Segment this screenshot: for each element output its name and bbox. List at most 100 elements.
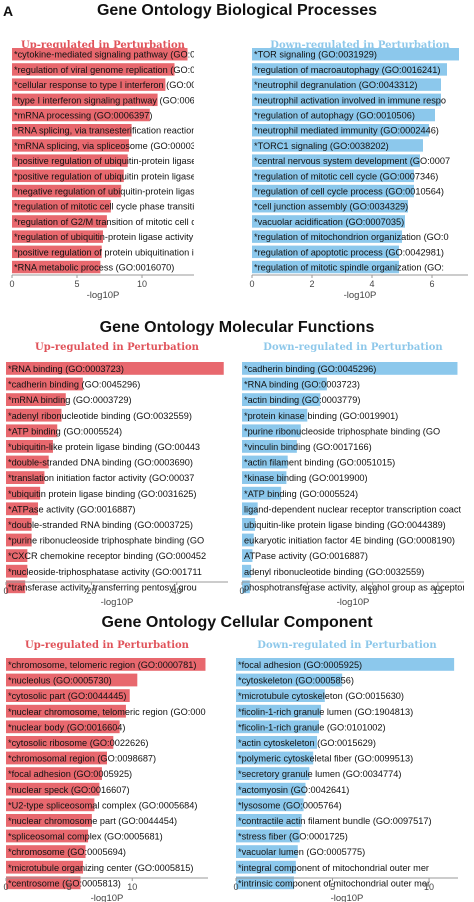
section-title-molecular-functions: Gene Ontology Molecular Functions xyxy=(100,319,375,336)
bar xyxy=(6,393,66,406)
bar xyxy=(252,139,423,152)
bar xyxy=(252,63,447,76)
bar-label: adenyl ribonucleotide binding (GO:003255… xyxy=(244,567,424,577)
bar-label: *focal adhesion (GO:0005925) xyxy=(8,769,132,779)
bar xyxy=(252,215,405,228)
bar-label: phosphotransferase activity, alcohol gro… xyxy=(244,582,465,592)
section-title-cellular-component: Gene Ontology Cellular Component xyxy=(101,614,373,631)
bar-label: *chromosome (GO:0005694) xyxy=(8,847,126,857)
bar-label: *stress fiber (GO:0001725) xyxy=(238,832,348,842)
bar xyxy=(12,245,102,259)
panel-subtitle: Down-regulated in Perturbation xyxy=(270,40,450,51)
bar xyxy=(242,362,458,375)
bar-label: *chromosomal region (GO:0098687) xyxy=(8,754,156,764)
bar-label: *mRNA splicing, via spliceosome (GO:0000… xyxy=(14,141,209,151)
bar xyxy=(252,245,399,259)
bar-label: *TOR signaling (GO:0031929) xyxy=(254,50,377,60)
bar xyxy=(6,424,58,438)
bar-label: *microtubule organizing center (GO:00058… xyxy=(8,863,193,873)
bar xyxy=(242,471,287,484)
bar-label: *cytoskeleton (GO:0005856) xyxy=(238,676,354,686)
bar xyxy=(252,260,399,274)
bar xyxy=(236,782,306,796)
bar xyxy=(12,93,158,107)
bar-label: *microtubule cytoskeleton (GO:0015630) xyxy=(238,691,404,701)
x-axis-label: -log10P xyxy=(87,290,120,301)
bar-label: *regulation of ubiquitin-protein ligase … xyxy=(14,232,203,242)
bar xyxy=(6,549,28,562)
x-axis-label: -log10P xyxy=(331,893,364,902)
x-tick-label: 10 xyxy=(424,882,434,892)
bar-label: *ATP binding (GO:0005524) xyxy=(244,489,358,499)
x-tick-label: 40 xyxy=(172,586,182,596)
bar xyxy=(236,829,300,843)
bar xyxy=(236,689,325,702)
bar-label: *protein kinase binding (GO:0019901) xyxy=(244,411,398,421)
panel-subtitle: Up-regulated in Perturbation xyxy=(25,640,190,651)
bar xyxy=(242,393,321,406)
x-tick-label: 4 xyxy=(369,279,374,289)
bar xyxy=(6,455,49,469)
bar xyxy=(236,673,343,687)
bar-label: *regulation of mitotic spindle organizat… xyxy=(254,263,444,273)
bar-label: *actin binding (GO:0003779) xyxy=(244,395,360,405)
panel-subtitle: Down-regulated in Perturbation xyxy=(257,640,437,651)
bar xyxy=(242,533,254,547)
bar-label: *CXCR chemokine receptor binding (GO:000… xyxy=(8,551,206,561)
bar-label: *regulation of mitotic cell cycle (GO:00… xyxy=(254,171,438,181)
bar-label: *adenyl ribonucleotide binding (GO:00325… xyxy=(8,411,192,421)
bar xyxy=(12,78,166,91)
bar-label: *actin cytoskeleton (GO:0015629) xyxy=(238,738,376,748)
bar xyxy=(12,108,150,122)
bar-label: *cytosolic ribosome (GO:0022626) xyxy=(8,738,148,748)
bar-label: *mRNA processing (GO:0006397) xyxy=(14,111,152,121)
bar-label: *regulation of apoptotic process (GO:004… xyxy=(254,247,444,257)
bar-label: *cytokine-mediated signaling pathway (GO… xyxy=(14,50,211,60)
bar xyxy=(242,377,327,391)
bar xyxy=(6,362,224,375)
bar-label: *nuclear speck (GO:0016607) xyxy=(8,785,130,795)
x-tick-label: 10 xyxy=(127,882,137,892)
bar xyxy=(6,767,102,780)
x-tick-label: 0 xyxy=(233,882,238,892)
bar xyxy=(252,184,414,198)
bar-label: *kinase binding (GO:0019900) xyxy=(244,473,368,483)
bar-label: *ficolin-1-rich granule (GO:0101002) xyxy=(238,722,386,732)
bar xyxy=(12,154,128,167)
bar xyxy=(6,408,62,422)
bar xyxy=(242,549,253,562)
bar-label: *regulation of cell cycle process (GO:00… xyxy=(254,187,444,197)
bar xyxy=(6,798,95,812)
bar xyxy=(252,78,441,91)
bar xyxy=(6,658,206,671)
bar-label: ubiquitin-like protein ligase binding (G… xyxy=(244,520,446,530)
bar-label: *regulation of viral genome replication … xyxy=(14,65,206,75)
bar-label: *chromosome, telomeric region (GO:000078… xyxy=(8,660,196,670)
bar xyxy=(252,124,429,137)
panel-subtitle: Up-regulated in Perturbation xyxy=(21,40,186,51)
bar-label: *ubiquitin-like protein ligase binding (… xyxy=(8,442,200,452)
bar xyxy=(6,845,86,858)
panel-letter: A xyxy=(3,3,13,19)
bar xyxy=(236,767,310,780)
bar xyxy=(236,860,296,874)
bar-label: *nuclear chromosome part (GO:0044454) xyxy=(8,816,177,826)
bar-label: *vinculin binding (GO:0017166) xyxy=(244,442,372,452)
bar xyxy=(6,502,39,516)
bar-label: *cadherin binding (GO:0045296) xyxy=(244,364,376,374)
bar xyxy=(242,408,308,422)
bar-label: *nucleoside-triphosphatase activity (GO:… xyxy=(8,567,202,577)
bar xyxy=(242,518,256,531)
bar-label: *RNA binding (GO:0003723) xyxy=(8,364,124,374)
bar-label: *vacuolar lumen (GO:0005775) xyxy=(238,847,365,857)
bar-label: *RNA metabolic process (GO:0016070) xyxy=(14,263,174,273)
bar xyxy=(236,876,294,890)
chart-panel-5: Down-regulated in Perturbation *focal adh… xyxy=(233,640,458,902)
bar xyxy=(252,154,420,167)
bar-label: *centrosome (GO:0005813) xyxy=(8,878,121,888)
x-tick-label: 0 xyxy=(9,279,14,289)
bar-label: *positive regulation of protein ubiquiti… xyxy=(14,247,204,257)
bar xyxy=(252,169,414,183)
x-tick-label: 5 xyxy=(67,882,72,892)
